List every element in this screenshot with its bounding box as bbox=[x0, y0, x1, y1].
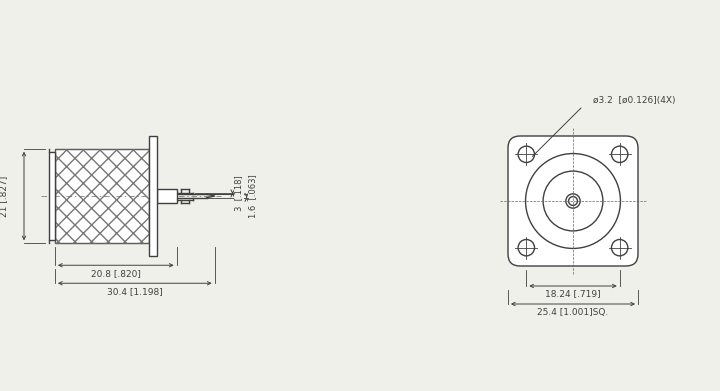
FancyBboxPatch shape bbox=[508, 136, 638, 266]
Text: 1.6  [.063]: 1.6 [.063] bbox=[248, 174, 258, 218]
Bar bbox=[49, 152, 55, 240]
Text: 20.8 [.820]: 20.8 [.820] bbox=[91, 269, 140, 278]
Bar bbox=[55, 149, 148, 243]
Text: 30.4 [1.198]: 30.4 [1.198] bbox=[107, 287, 163, 296]
Text: 18.24 [.719]: 18.24 [.719] bbox=[545, 289, 600, 298]
Bar bbox=[148, 136, 157, 256]
Text: 3  [.118]: 3 [.118] bbox=[235, 176, 243, 211]
Text: 21 [.827]: 21 [.827] bbox=[0, 176, 9, 217]
Bar bbox=[157, 189, 176, 203]
Bar bbox=[55, 149, 148, 243]
Text: ø3.2  [ø0.126](4X): ø3.2 [ø0.126](4X) bbox=[593, 97, 675, 106]
Text: 25.4 [1.001]SQ.: 25.4 [1.001]SQ. bbox=[537, 307, 608, 316]
